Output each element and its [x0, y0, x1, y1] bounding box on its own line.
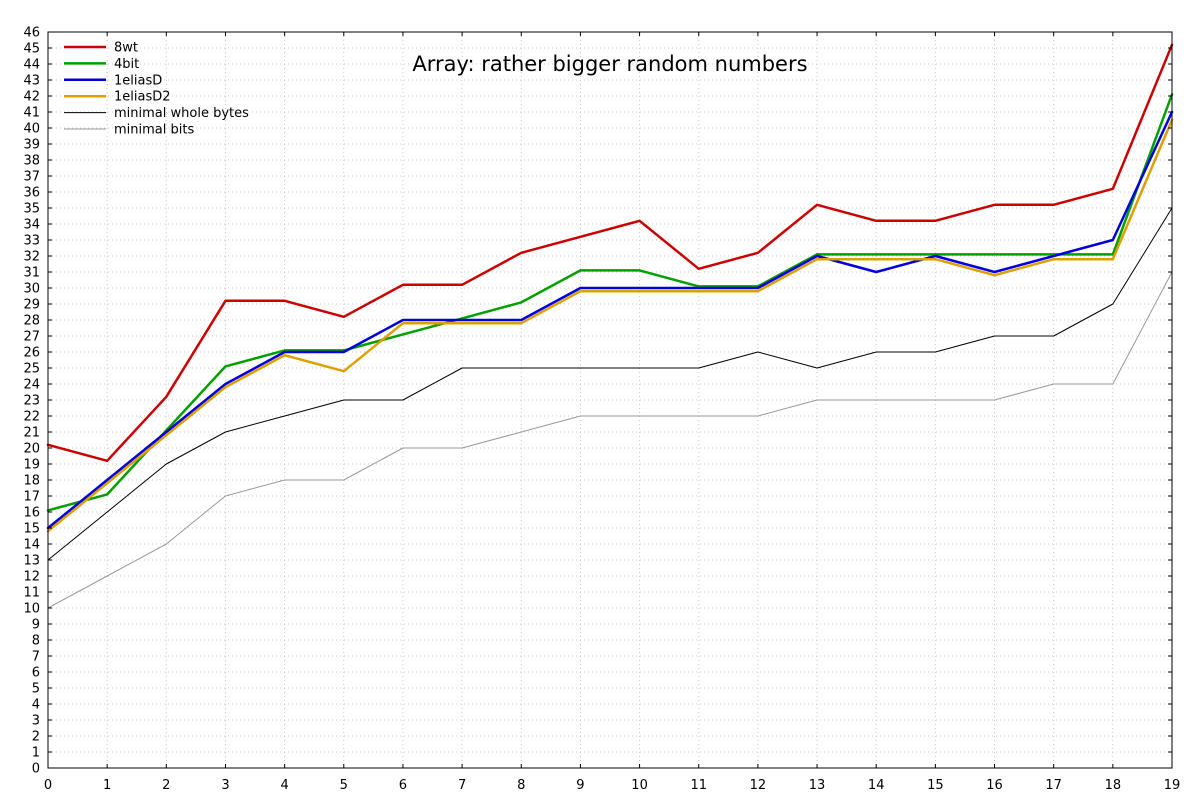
x-tick-label: 6: [399, 778, 407, 793]
y-tick-label: 9: [32, 618, 40, 633]
y-tick-label: 21: [23, 426, 40, 441]
series-line-minimal-bits: [47, 271, 1173, 609]
y-tick-label: 16: [23, 506, 40, 521]
y-tick-label: 17: [23, 490, 40, 505]
y-tick-label: 1: [32, 746, 40, 761]
y-tick-label: 44: [23, 58, 40, 73]
y-tick-label: 14: [23, 538, 40, 553]
y-tick-label: 31: [23, 266, 40, 281]
x-tick-label: 19: [1164, 778, 1181, 793]
x-tick-label: 8: [517, 778, 525, 793]
x-tick-label: 9: [576, 778, 584, 793]
series-line-1eliasd: [46, 110, 1174, 530]
x-tick-label: 2: [162, 778, 170, 793]
y-tick-label: 26: [23, 346, 40, 361]
y-tick-label: 22: [23, 410, 40, 425]
y-tick-label: 13: [23, 554, 40, 569]
y-tick-label: 38: [23, 154, 40, 169]
series-line-minimal-whole-bytes: [47, 207, 1173, 561]
legend-label: 4bit: [114, 57, 139, 72]
x-tick-label: 3: [221, 778, 229, 793]
y-tick-label: 35: [23, 202, 40, 217]
x-tick-label: 4: [280, 778, 288, 793]
x-tick-label: 12: [750, 778, 767, 793]
y-tick-label: 46: [23, 26, 40, 41]
y-tick-label: 25: [23, 362, 40, 377]
y-tick-label: 19: [23, 458, 40, 473]
y-tick-label: 5: [32, 682, 40, 697]
y-tick-label: 27: [23, 330, 40, 345]
y-axis-ticks: 0123456789101112131415161718192021222324…: [23, 26, 1172, 777]
x-tick-label: 0: [44, 778, 52, 793]
y-tick-label: 15: [23, 522, 40, 537]
y-tick-label: 29: [23, 298, 40, 313]
x-tick-label: 15: [927, 778, 944, 793]
y-tick-label: 30: [23, 282, 40, 297]
grid: [48, 32, 1172, 768]
y-tick-label: 45: [23, 42, 40, 57]
legend-label: minimal bits: [114, 123, 194, 138]
x-tick-label: 10: [631, 778, 648, 793]
y-tick-label: 7: [32, 650, 40, 665]
y-tick-label: 12: [23, 570, 40, 585]
y-tick-label: 10: [23, 602, 40, 617]
y-tick-label: 33: [23, 234, 40, 249]
x-tick-label: 7: [458, 778, 466, 793]
y-tick-label: 36: [23, 186, 40, 201]
x-tick-label: 11: [690, 778, 707, 793]
y-tick-label: 0: [32, 762, 40, 777]
series-line-1eliasd2: [46, 118, 1174, 533]
y-tick-label: 6: [32, 666, 40, 681]
y-tick-label: 41: [23, 106, 40, 121]
y-tick-label: 28: [23, 314, 40, 329]
legend-label: 1eliasD: [114, 73, 162, 88]
y-tick-label: 40: [23, 122, 40, 137]
y-tick-label: 8: [32, 634, 40, 649]
legend-label: minimal whole bytes: [114, 106, 249, 121]
y-tick-label: 43: [23, 74, 40, 89]
x-tick-label: 5: [340, 778, 348, 793]
legend-label: 1eliasD2: [114, 90, 171, 105]
x-tick-label: 14: [868, 778, 885, 793]
legend-label: 8wt: [114, 41, 138, 56]
y-tick-label: 37: [23, 170, 40, 185]
y-tick-label: 23: [23, 394, 40, 409]
series-lines: [46, 43, 1174, 609]
chart-title: Array: rather bigger random numbers: [412, 52, 807, 76]
y-tick-label: 34: [23, 218, 40, 233]
x-axis-ticks: 0 1 2 3 4 5 6 7 8 9 10 11 12 13 14 15 16 17 18 19: [44, 32, 1180, 793]
series-line-8wt: [46, 43, 1174, 463]
y-tick-label: 3: [32, 714, 40, 729]
y-tick-label: 18: [23, 474, 40, 489]
x-tick-label: 16: [986, 778, 1003, 793]
y-tick-label: 11: [23, 586, 40, 601]
x-tick-label: 17: [1045, 778, 1062, 793]
y-tick-label: 2: [32, 730, 40, 745]
x-tick-label: 1: [103, 778, 111, 793]
series-line-4bit: [46, 93, 1174, 512]
x-tick-label: 13: [809, 778, 826, 793]
y-tick-label: 24: [23, 378, 40, 393]
y-tick-label: 39: [23, 138, 40, 153]
y-tick-label: 4: [32, 698, 40, 713]
x-tick-label: 18: [1105, 778, 1122, 793]
y-tick-label: 42: [23, 90, 40, 105]
y-tick-label: 20: [23, 442, 40, 457]
y-tick-label: 32: [23, 250, 40, 265]
